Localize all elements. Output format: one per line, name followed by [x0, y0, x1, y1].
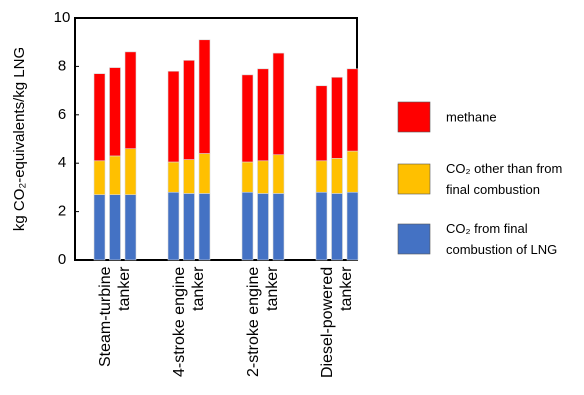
y-tick-label: 0	[58, 251, 66, 268]
bar-segment	[183, 193, 195, 261]
bar-segment	[198, 153, 211, 194]
bar-segment	[346, 150, 359, 193]
bar-segment	[93, 194, 106, 261]
bar-segment	[124, 194, 137, 261]
legend-label: CO₂ from final combustion of LNG	[446, 221, 558, 257]
bar-segment	[93, 73, 106, 162]
bar-segment	[124, 51, 137, 149]
legend-swatch	[397, 223, 431, 255]
bar-segment	[183, 60, 195, 160]
bar-segment	[257, 68, 269, 162]
bar-segment	[183, 159, 195, 194]
bar-segment	[167, 70, 180, 163]
bar-segment	[272, 52, 285, 156]
y-tick-label: 6	[58, 106, 66, 123]
y-tick-label: 2	[58, 203, 66, 220]
bar-segment	[241, 161, 254, 193]
legend-label: CO₂ other than from final combustion	[446, 161, 563, 197]
y-axis-label: kg CO₂-equivalents/kg LNG	[11, 47, 28, 231]
y-tick-label: 8	[58, 57, 66, 74]
bar-segment	[315, 85, 328, 162]
legend-swatch	[397, 101, 431, 133]
bar-segment	[331, 76, 343, 159]
group-label: 2-stroke engine tanker	[245, 267, 281, 378]
bar-segment	[93, 160, 106, 195]
bar-segment	[198, 193, 211, 261]
bar-segment	[331, 193, 343, 261]
legend-swatch	[397, 163, 431, 195]
legend-label: methane	[446, 109, 497, 125]
bar-segment	[331, 158, 343, 194]
group-label: Diesel-powered tanker	[319, 267, 355, 379]
bar-segment	[272, 154, 285, 194]
bar-segment	[346, 68, 359, 152]
bar-segment	[109, 155, 121, 195]
bar-segment	[257, 193, 269, 261]
bar-segment	[241, 74, 254, 163]
bar-segment	[315, 160, 328, 193]
bar-segment	[109, 67, 121, 157]
y-tick-label: 4	[58, 154, 66, 171]
group-label: 4-stroke engine tanker	[171, 267, 207, 378]
bar-segment	[124, 148, 137, 195]
bar-segment	[198, 39, 211, 154]
bar-segment	[241, 191, 254, 261]
bar-segment	[167, 161, 180, 193]
group-label: Steam-turbine tanker	[97, 267, 133, 368]
bar-segment	[167, 191, 180, 261]
bar-segment	[272, 193, 285, 261]
y-tick-label: 10	[54, 9, 71, 26]
bar-segment	[109, 194, 121, 261]
bar-segment	[257, 160, 269, 194]
bar-segment	[315, 191, 328, 261]
bar-segment	[346, 191, 359, 261]
